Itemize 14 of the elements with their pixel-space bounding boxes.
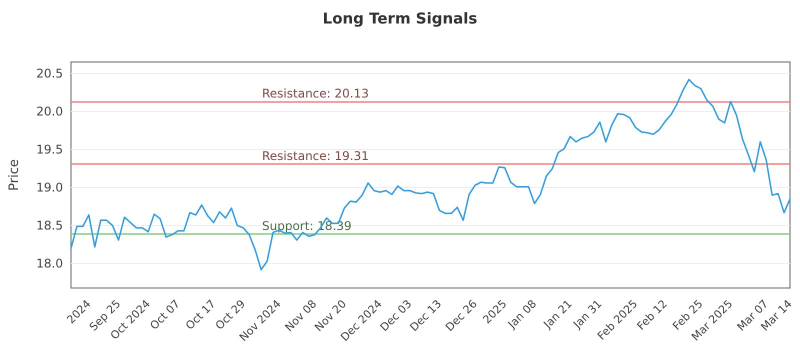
x-tick-label: Jan 08 <box>504 297 540 332</box>
y-tick-label: 20.0 <box>36 104 63 118</box>
y-tick-label: 19.0 <box>36 180 63 195</box>
ref-line-label: Resistance: 19.31 <box>262 148 369 163</box>
x-tick-label: Dec 26 <box>443 297 480 334</box>
y-tick-label: 18.0 <box>36 256 63 271</box>
chart-title: Long Term Signals <box>322 10 478 28</box>
y-axis-title: Price <box>7 159 22 191</box>
y-tick-label: 20.5 <box>36 66 63 80</box>
y-tick-label: 18.5 <box>36 218 63 233</box>
y-tick-label: 19.5 <box>36 142 63 157</box>
ref-line-label: Resistance: 20.13 <box>262 86 369 101</box>
line-series <box>70 78 791 270</box>
x-tick-label: Jan 21 <box>540 297 575 332</box>
